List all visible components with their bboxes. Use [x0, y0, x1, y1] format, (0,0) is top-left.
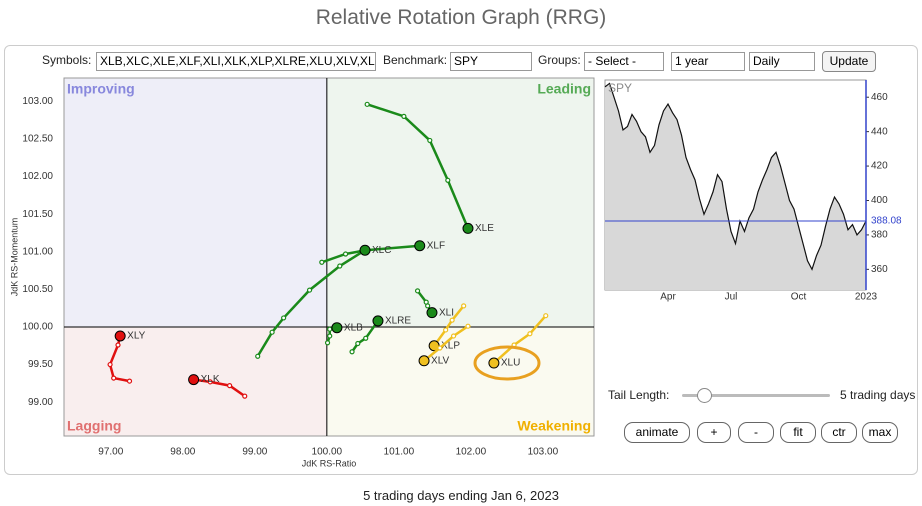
groups-label: Groups:: [538, 53, 581, 67]
panel: [4, 45, 918, 475]
ctr-button[interactable]: ctr: [821, 422, 857, 443]
frequency-select[interactable]: Daily: [749, 52, 815, 71]
minus-button[interactable]: -: [738, 422, 774, 443]
period-select[interactable]: 1 year: [671, 52, 745, 71]
benchmark-input[interactable]: SPY: [450, 52, 532, 71]
benchmark-label: Benchmark:: [383, 53, 448, 67]
fit-button[interactable]: fit: [780, 422, 816, 443]
plus-button[interactable]: +: [697, 422, 731, 443]
symbols-input[interactable]: XLB,XLC,XLE,XLF,XLI,XLK,XLP,XLRE,XLU,XLV…: [96, 52, 376, 71]
max-button[interactable]: max: [862, 422, 898, 443]
slider-handle[interactable]: [697, 388, 712, 403]
footer: 5 trading days ending Jan 6, 2023: [363, 488, 559, 503]
update-button[interactable]: Update: [822, 51, 876, 72]
symbols-label: Symbols:: [42, 53, 92, 67]
groups-select[interactable]: - Select -: [584, 52, 664, 71]
tail-value: 5 trading days: [840, 388, 916, 402]
animate-button[interactable]: animate: [624, 422, 690, 443]
tail-label: Tail Length:: [608, 388, 670, 402]
page-title: Relative Rotation Graph (RRG): [315, 6, 607, 29]
tail-slider[interactable]: [682, 394, 830, 397]
